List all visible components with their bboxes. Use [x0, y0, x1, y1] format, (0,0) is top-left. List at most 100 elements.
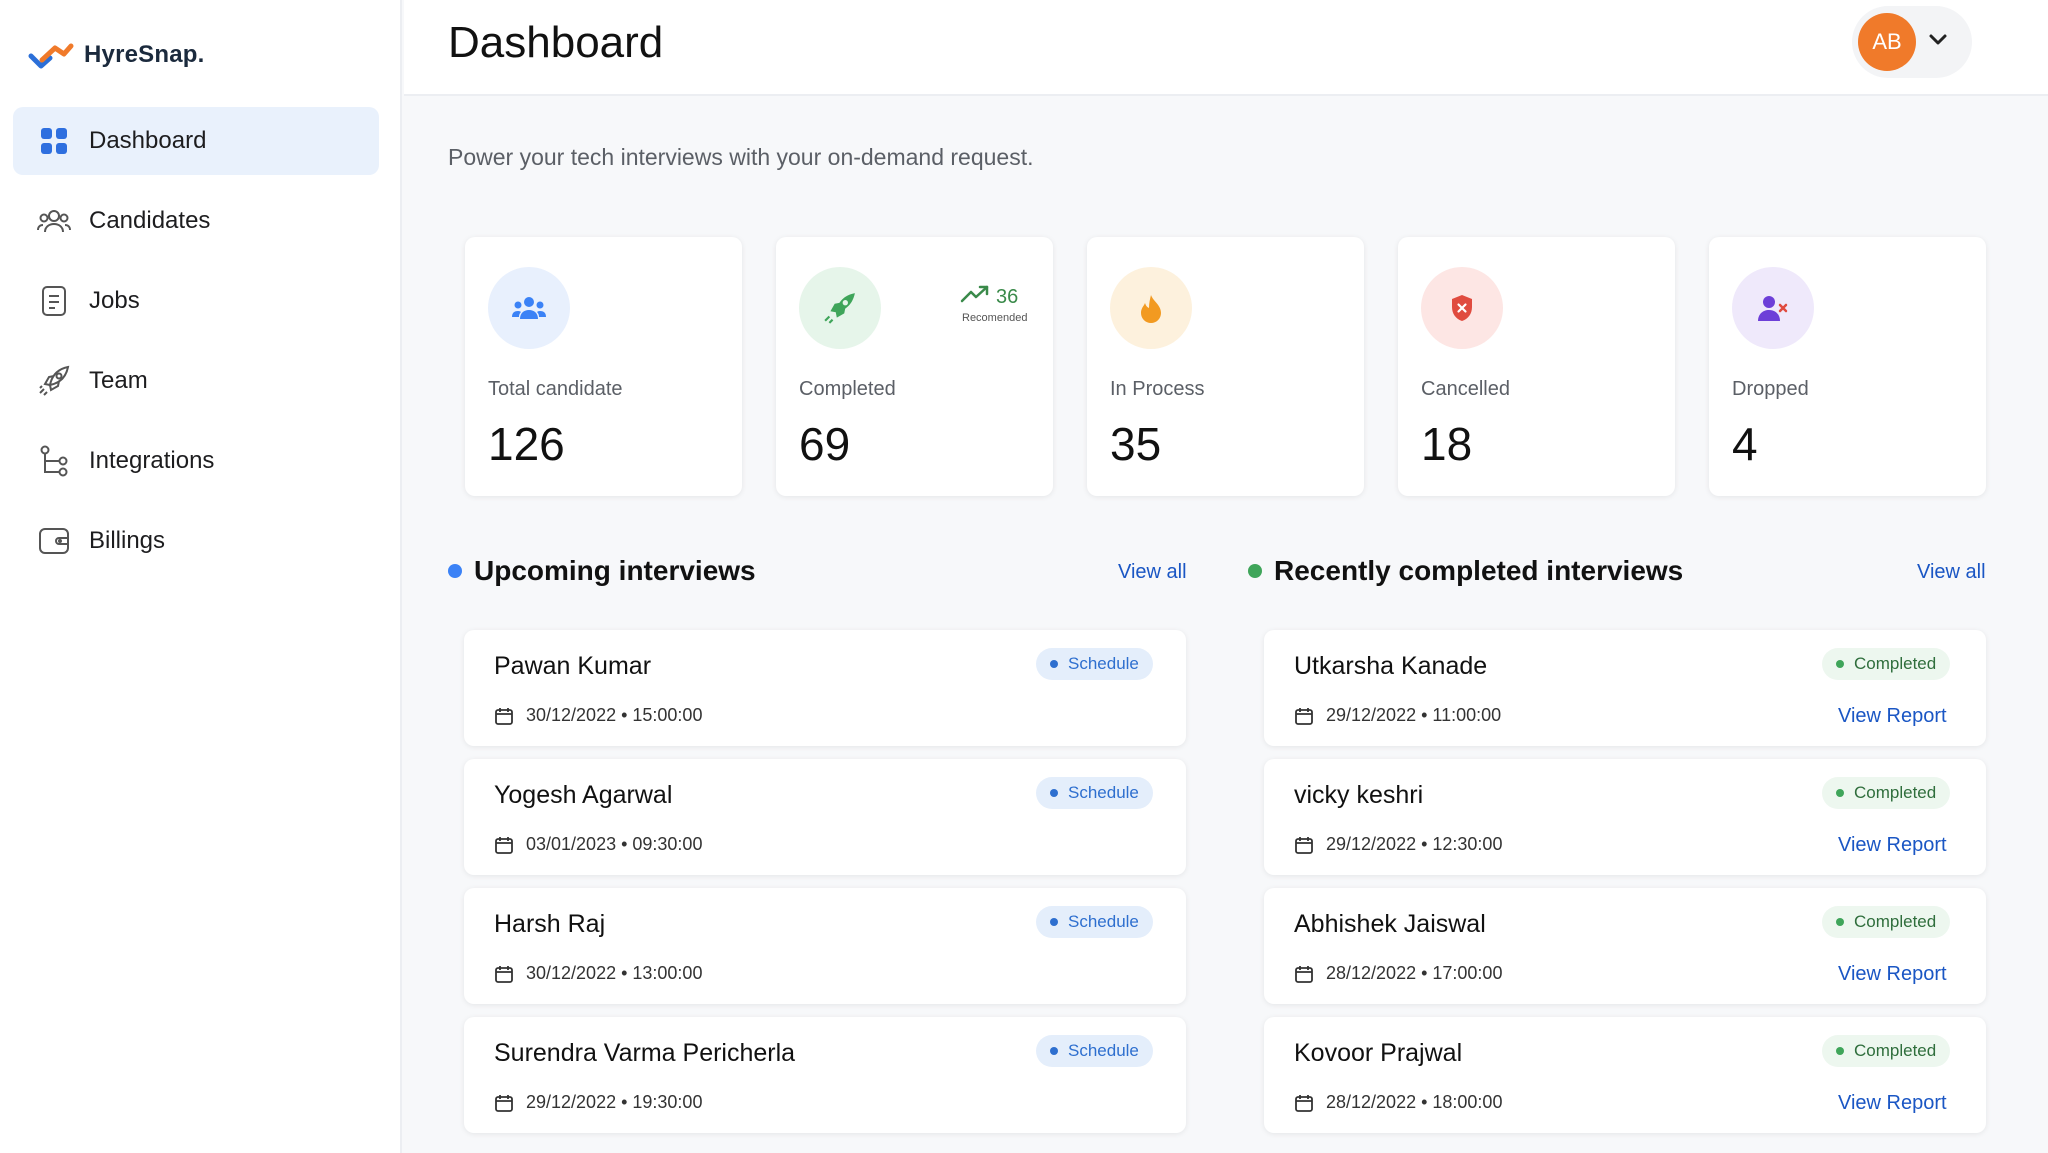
interview-datetime: 29/12/2022 • 19:30:00	[494, 1092, 702, 1113]
list-item[interactable]: Pawan Kumar Schedule 30/12/2022 • 15:00:…	[464, 630, 1186, 746]
app-logo[interactable]: HyreSnap.	[28, 38, 205, 72]
candidate-name: Surendra Varma Pericherla	[494, 1039, 796, 1067]
chevron-down-icon	[1928, 33, 1948, 52]
calendar-icon	[495, 965, 513, 983]
document-icon	[37, 284, 71, 318]
stat-card-completed[interactable]: 36 Recomended Completed 69	[776, 237, 1053, 496]
view-report-link[interactable]: View Report	[1838, 1092, 1947, 1114]
users-icon	[37, 204, 71, 238]
interview-datetime: 30/12/2022 • 15:00:00	[494, 705, 702, 726]
calendar-icon	[1295, 707, 1313, 725]
stat-card-cancelled[interactable]: Cancelled 18	[1398, 237, 1675, 496]
calendar-icon	[1295, 965, 1313, 983]
list-item[interactable]: Kovoor Prajwal Completed 28/12/2022 • 18…	[1264, 1017, 1986, 1133]
list-item[interactable]: Harsh Raj Schedule 30/12/2022 • 13:00:00	[464, 888, 1186, 1004]
view-report-link[interactable]: View Report	[1838, 834, 1947, 856]
view-report-link[interactable]: View Report	[1838, 963, 1947, 985]
branch-icon	[37, 444, 71, 478]
wallet-icon	[37, 524, 71, 558]
candidate-name: vicky keshri	[1294, 781, 1424, 809]
user-menu[interactable]: AB	[1852, 6, 1972, 78]
stat-label: Completed	[799, 378, 896, 400]
calendar-icon	[1295, 836, 1313, 854]
trend-value: 36	[996, 285, 1019, 308]
app-name: HyreSnap.	[84, 41, 205, 68]
stat-label: Dropped	[1732, 378, 1809, 400]
list-item[interactable]: Abhishek Jaiswal Completed 28/12/2022 • …	[1264, 888, 1986, 1004]
interview-datetime: 03/01/2023 • 09:30:00	[494, 834, 702, 855]
sidebar-item-candidates[interactable]: Candidates	[13, 187, 379, 255]
sidebar-item-label: Billings	[89, 527, 166, 554]
flame-icon	[1110, 267, 1192, 349]
stat-label: Total candidate	[488, 378, 623, 400]
stat-value: 35	[1110, 418, 1162, 470]
interview-datetime: 29/12/2022 • 11:00:00	[1294, 705, 1501, 726]
candidate-name: Yogesh Agarwal	[494, 781, 673, 809]
sidebar-item-billings[interactable]: Billings	[13, 507, 379, 575]
interview-datetime: 30/12/2022 • 13:00:00	[494, 963, 702, 984]
list-item[interactable]: Yogesh Agarwal Schedule 03/01/2023 • 09:…	[464, 759, 1186, 875]
sidebar-item-label: Dashboard	[89, 127, 207, 154]
sidebar-item-integrations[interactable]: Integrations	[13, 427, 379, 495]
stat-value: 69	[799, 418, 851, 470]
logo-mark-icon	[28, 43, 74, 69]
trend-label: Recomended	[962, 312, 1028, 324]
sidebar-item-team[interactable]: Team	[13, 347, 379, 415]
sidebar-item-jobs[interactable]: Jobs	[13, 267, 379, 335]
status-badge: Schedule	[1036, 906, 1153, 938]
candidate-name: Utkarsha Kanade	[1294, 652, 1488, 680]
sidebar-item-dashboard[interactable]: Dashboard	[13, 107, 379, 175]
avatar: AB	[1858, 13, 1916, 71]
user-x-icon	[1732, 267, 1814, 349]
section-dot	[448, 564, 462, 578]
users-icon	[488, 267, 570, 349]
sidebar-item-label: Jobs	[89, 287, 140, 314]
stat-value: 4	[1732, 418, 1758, 470]
trend-indicator: 36 Recomended	[960, 285, 1050, 324]
status-badge: Completed	[1822, 648, 1951, 680]
stats-row: Total candidate 126 36 Recomended Comple…	[465, 237, 1986, 496]
view-report-link[interactable]: View Report	[1838, 705, 1947, 727]
list-item[interactable]: Surendra Varma Pericherla Schedule 29/12…	[464, 1017, 1186, 1133]
list-item[interactable]: Utkarsha Kanade Completed 29/12/2022 • 1…	[1264, 630, 1986, 746]
page-title: Dashboard	[448, 18, 664, 67]
candidate-name: Abhishek Jaiswal	[1294, 910, 1486, 938]
candidate-name: Harsh Raj	[494, 910, 606, 938]
stat-card-dropped[interactable]: Dropped 4	[1709, 237, 1986, 496]
upcoming-section-header: Upcoming interviews	[448, 555, 756, 587]
page-subtitle: Power your tech interviews with your on-…	[448, 144, 1034, 170]
stat-value: 126	[488, 418, 565, 470]
status-badge: Completed	[1822, 906, 1951, 938]
status-badge: Schedule	[1036, 777, 1153, 809]
sidebar-item-label: Candidates	[89, 207, 211, 234]
completed-section-header: Recently completed interviews	[1248, 555, 1683, 587]
rocket-icon	[799, 267, 881, 349]
candidate-name: Kovoor Prajwal	[1294, 1039, 1463, 1067]
stat-label: Cancelled	[1421, 378, 1510, 400]
section-title: Upcoming interviews	[474, 555, 756, 586]
candidate-name: Pawan Kumar	[494, 652, 652, 680]
stat-value: 18	[1421, 418, 1473, 470]
completed-view-all-link[interactable]: View all	[1917, 561, 1986, 583]
status-badge: Schedule	[1036, 1035, 1153, 1067]
completed-interviews-list: Utkarsha Kanade Completed 29/12/2022 • 1…	[1264, 630, 1986, 1146]
section-title: Recently completed interviews	[1274, 555, 1684, 586]
calendar-icon	[495, 836, 513, 854]
stat-label: In Process	[1110, 378, 1205, 400]
rocket-icon	[37, 364, 71, 398]
interview-datetime: 28/12/2022 • 18:00:00	[1294, 1092, 1502, 1113]
interview-datetime: 29/12/2022 • 12:30:00	[1294, 834, 1502, 855]
trend-up-icon	[960, 285, 990, 309]
grid-icon	[37, 124, 71, 158]
shield-x-icon	[1421, 267, 1503, 349]
stat-card-total[interactable]: Total candidate 126	[465, 237, 742, 496]
status-badge: Completed	[1822, 1035, 1951, 1067]
sidebar-item-label: Team	[89, 367, 148, 394]
interview-datetime: 28/12/2022 • 17:00:00	[1294, 963, 1502, 984]
upcoming-view-all-link[interactable]: View all	[1118, 561, 1187, 583]
calendar-icon	[495, 1094, 513, 1112]
calendar-icon	[1295, 1094, 1313, 1112]
stat-card-in-process[interactable]: In Process 35	[1087, 237, 1364, 496]
list-item[interactable]: vicky keshri Completed 29/12/2022 • 12:3…	[1264, 759, 1986, 875]
sidebar-item-label: Integrations	[89, 447, 215, 474]
